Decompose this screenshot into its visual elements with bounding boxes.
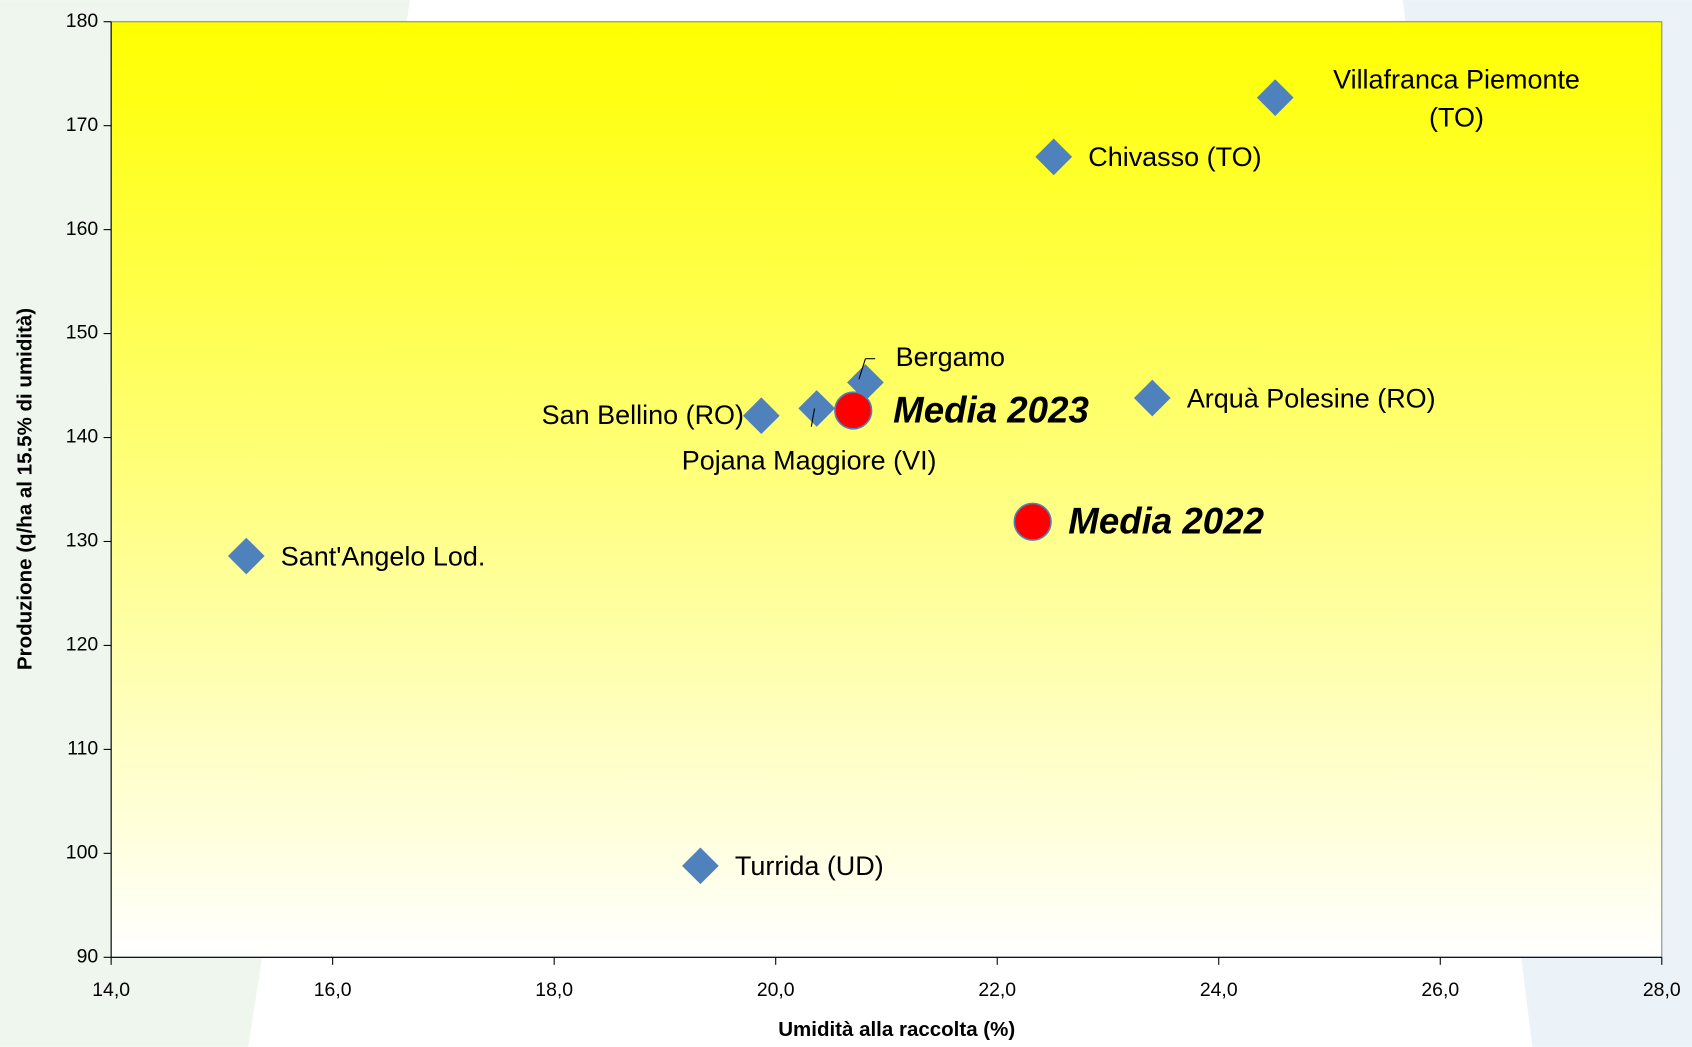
x-tick-label: 24,0 bbox=[1200, 979, 1238, 1001]
y-tick-label: 160 bbox=[66, 218, 99, 240]
point-label: Pojana Maggiore (VI) bbox=[682, 446, 937, 476]
point bbox=[1133, 379, 1171, 417]
x-tick-label: 14,0 bbox=[92, 979, 130, 1001]
point-label: Bergamo bbox=[896, 342, 1005, 372]
y-tick-label: 90 bbox=[77, 945, 99, 967]
y-tick-label: 170 bbox=[66, 114, 99, 136]
x-tick-label: 22,0 bbox=[978, 979, 1016, 1001]
y-tick-label: 150 bbox=[66, 322, 99, 344]
leader-line bbox=[810, 408, 816, 427]
y-tick-label: 130 bbox=[66, 530, 99, 552]
x-tick-label: 26,0 bbox=[1421, 979, 1459, 1001]
point-label: Arquà Polesine (RO) bbox=[1187, 383, 1436, 413]
x-tick-label: 28,0 bbox=[1643, 979, 1681, 1001]
point-label: Chivasso (TO) bbox=[1088, 142, 1261, 172]
y-tick-label: 120 bbox=[66, 634, 99, 656]
plot-area bbox=[110, 21, 1663, 958]
point-label: Media 2022 bbox=[1068, 501, 1264, 542]
point-label: (TO) bbox=[1429, 102, 1484, 132]
y-tick-label: 110 bbox=[67, 738, 98, 760]
point bbox=[1035, 138, 1073, 176]
point-label: Media 2023 bbox=[893, 389, 1089, 430]
point bbox=[1013, 502, 1052, 541]
point bbox=[834, 391, 873, 430]
point-label: San Bellino (RO) bbox=[542, 400, 744, 430]
y-tick-label: 140 bbox=[66, 426, 99, 448]
y-axis-title: Produzione (q/ha al 15.5% di umidità) bbox=[13, 308, 36, 670]
y-tick-label: 180 bbox=[66, 10, 99, 32]
point-label: Turrida (UD) bbox=[735, 851, 884, 881]
x-axis-title: Umidità alla raccolta (%) bbox=[778, 1018, 1015, 1041]
leader-line bbox=[858, 358, 866, 380]
y-tick-label: 100 bbox=[66, 841, 99, 863]
point bbox=[227, 537, 265, 575]
x-tick-label: 16,0 bbox=[314, 979, 352, 1001]
point-label: Sant'Angelo Lod. bbox=[281, 541, 486, 571]
point-label: Villafranca Piemonte bbox=[1333, 65, 1580, 95]
x-tick-label: 20,0 bbox=[757, 979, 795, 1001]
x-tick-label: 18,0 bbox=[535, 979, 573, 1001]
